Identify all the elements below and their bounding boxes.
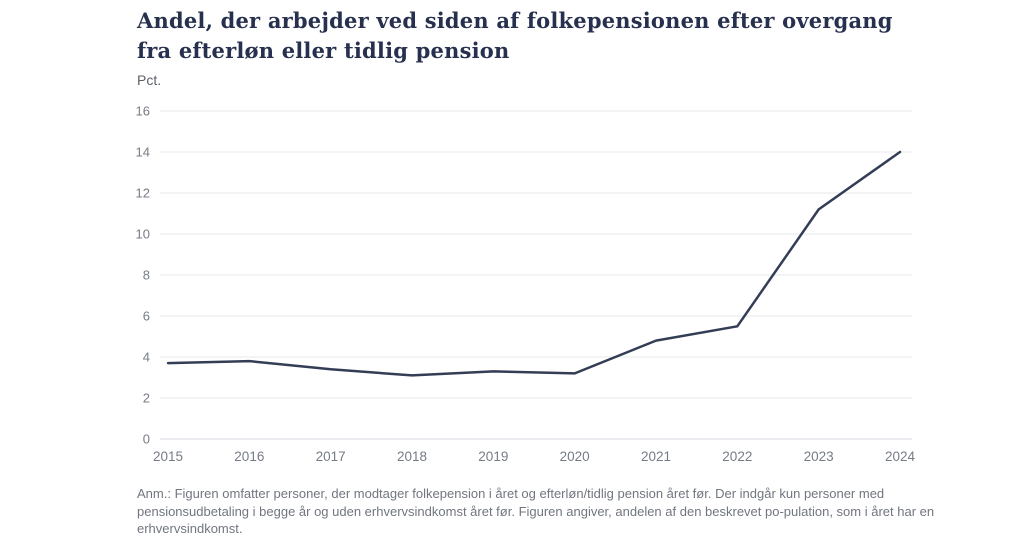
x-tick-label: 2018 bbox=[397, 449, 427, 464]
x-tick-label: 2023 bbox=[804, 449, 834, 464]
y-tick-label: 8 bbox=[143, 268, 150, 283]
data-line-series bbox=[166, 150, 902, 377]
y-tick-label: 12 bbox=[136, 186, 150, 201]
x-tick-label: 2017 bbox=[316, 449, 346, 464]
y-tick-label: 4 bbox=[143, 350, 150, 365]
x-tick-label: 2016 bbox=[234, 449, 264, 464]
x-tick-label: 2015 bbox=[153, 449, 183, 464]
x-tick-label: 2022 bbox=[722, 449, 752, 464]
chart-title: Andel, der arbejder ved siden af folkepe… bbox=[137, 8, 893, 63]
x-tick-label: 2020 bbox=[560, 449, 590, 464]
x-tick-label: 2024 bbox=[885, 449, 916, 464]
x-tick-label: 2021 bbox=[641, 449, 671, 464]
x-tick-label: 2019 bbox=[478, 449, 508, 464]
y-tick-label: 14 bbox=[136, 145, 150, 160]
y-tick-label: 2 bbox=[143, 391, 150, 406]
y-tick-label: 0 bbox=[143, 432, 150, 447]
y-axis-unit-label: Pct. bbox=[137, 72, 162, 88]
y-tick-label: 6 bbox=[143, 309, 150, 324]
y-tick-label: 16 bbox=[136, 104, 150, 119]
y-tick-label: 10 bbox=[136, 227, 150, 242]
chart-footnote: Anm.: Figuren omfatter personer, der mod… bbox=[137, 486, 935, 536]
